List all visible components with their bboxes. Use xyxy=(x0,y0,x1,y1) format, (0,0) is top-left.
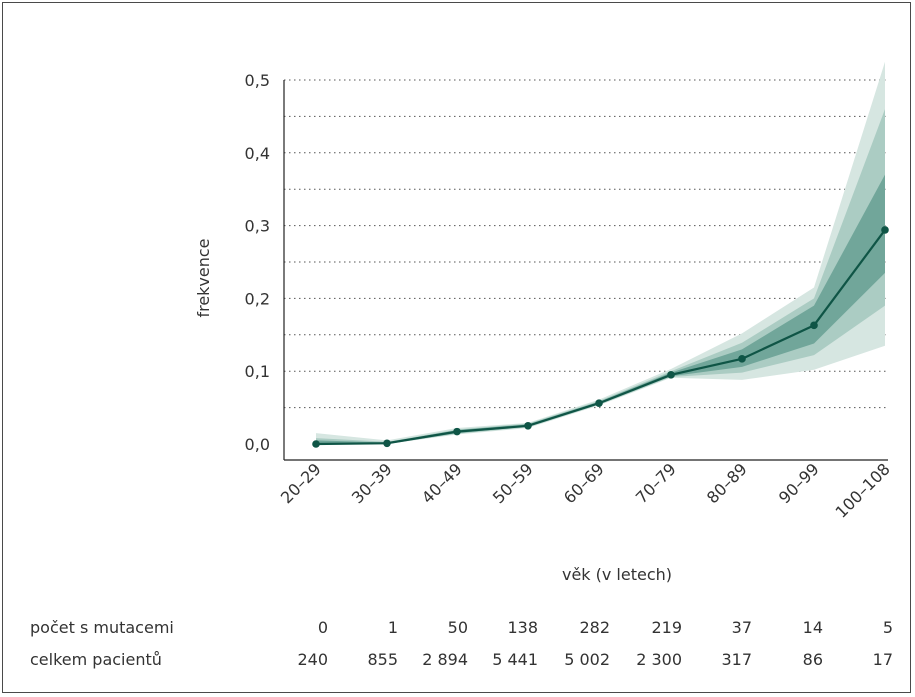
table-cell: 5 xyxy=(883,618,893,637)
table-cell: 0 xyxy=(318,618,328,637)
confidence-bands xyxy=(316,61,885,445)
table-cell: 17 xyxy=(873,650,893,669)
data-point xyxy=(810,321,818,330)
y-axis-title: frekvence xyxy=(194,238,213,317)
data-point xyxy=(524,422,532,430)
y-tick-label: 0,1 xyxy=(245,362,270,381)
x-tick-labels: 20–29 30–39 40–49 50–59 60–69 70–79 80–89 90–99… xyxy=(277,459,894,521)
x-tick-label: 100–108 xyxy=(832,459,894,521)
data-point xyxy=(595,399,603,408)
data-point xyxy=(383,439,391,448)
y-tick-label: 0,3 xyxy=(245,217,270,236)
x-tick-label: 80–89 xyxy=(703,459,751,507)
band-outer xyxy=(316,61,885,445)
table-row-label: počet s mutacemi xyxy=(30,618,174,637)
series-layer xyxy=(312,226,889,448)
data-point xyxy=(453,427,461,436)
counts-table: počet s mutacemi 0 1 50 138 282 219 37 14 5 celkem… xyxy=(30,618,893,669)
table-cell: 282 xyxy=(579,618,610,637)
y-tick-label: 0,4 xyxy=(245,144,270,163)
table-cell: 50 xyxy=(448,618,468,637)
y-tick-label: 0,2 xyxy=(245,289,270,308)
table-cell: 219 xyxy=(651,618,682,637)
table-cell: 317 xyxy=(721,650,752,669)
x-tick-label: 20–29 xyxy=(277,459,325,507)
y-tick-label: 0,0 xyxy=(245,435,270,454)
table-cell: 2 300 xyxy=(636,650,682,669)
x-tick-label: 60–69 xyxy=(560,459,608,507)
table-cell: 37 xyxy=(732,618,752,637)
table-cell: 240 xyxy=(297,650,328,669)
table-cell: 1 xyxy=(388,618,398,637)
y-tick-labels: 0,0 0,1 0,2 0,3 0,4 0,5 xyxy=(245,71,270,454)
table-cell: 138 xyxy=(507,618,538,637)
table-cell: 86 xyxy=(803,650,823,669)
grid-layer xyxy=(284,79,888,409)
table-cell: 5 441 xyxy=(492,650,538,669)
data-point xyxy=(312,440,320,448)
y-tick-label: 0,5 xyxy=(245,71,270,90)
x-tick-label: 70–79 xyxy=(632,459,680,507)
x-tick-label: 40–49 xyxy=(418,459,466,507)
x-tick-label: 50–59 xyxy=(489,459,537,507)
table-row-label: celkem pacientů xyxy=(30,650,162,669)
x-axis-title: věk (v letech) xyxy=(562,565,672,584)
axes xyxy=(283,80,888,461)
band-middle xyxy=(316,109,885,445)
data-point xyxy=(881,226,889,234)
table-cell: 5 002 xyxy=(564,650,610,669)
table-cell: 2 894 xyxy=(422,650,468,669)
table-cell: 855 xyxy=(367,650,398,669)
x-tick-label: 30–39 xyxy=(348,459,396,507)
table-cell: 14 xyxy=(803,618,823,637)
data-point xyxy=(738,355,746,363)
x-tick-label: 90–99 xyxy=(775,459,823,507)
data-point xyxy=(667,371,675,379)
